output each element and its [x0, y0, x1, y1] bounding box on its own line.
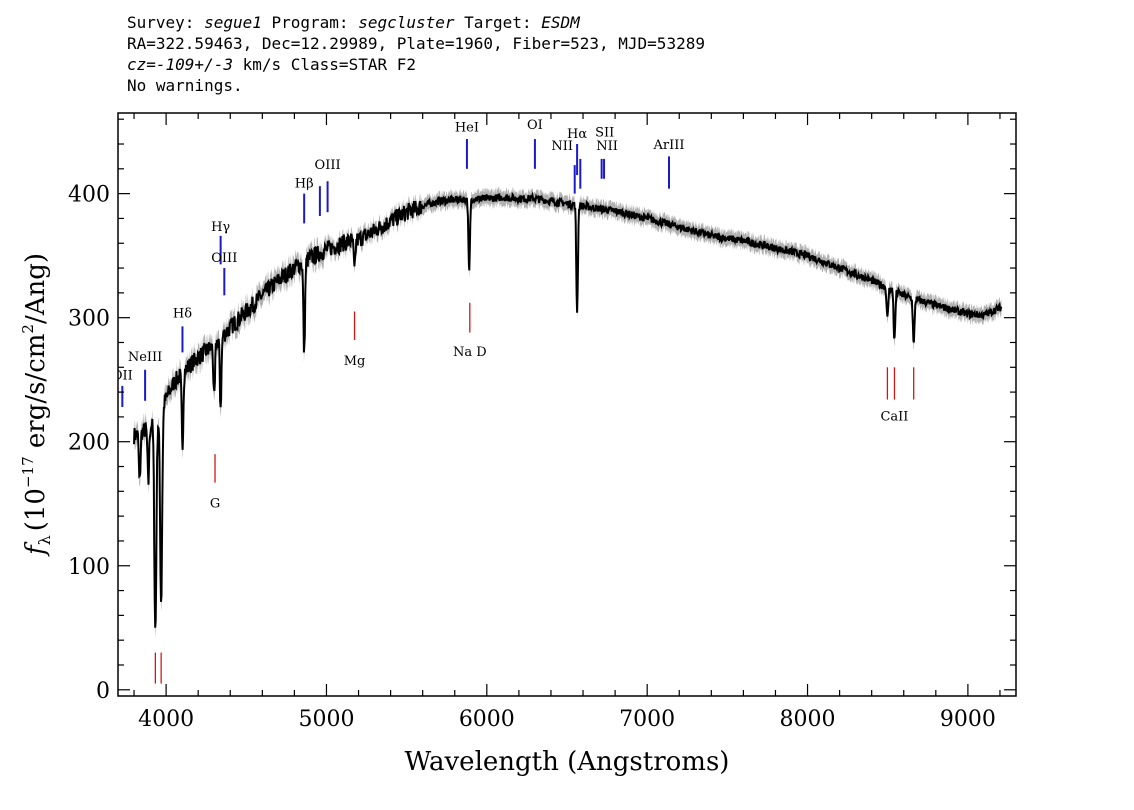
y-tick-label: 300: [68, 307, 110, 332]
emission-label: Hβ: [295, 176, 314, 191]
plot-frame: [117, 112, 1017, 697]
y-axis-unit-2: erg/s/cm: [21, 334, 51, 457]
header-line-2: RA=322.59463, Dec=12.29989, Plate=1960, …: [127, 34, 705, 53]
emission-label: NeIII: [128, 350, 162, 365]
header-line-3: cz=-109+/-3 km/s Class=STAR F2: [127, 54, 705, 75]
emission-label: ArIII: [652, 138, 684, 153]
x-tick-label: 5000: [298, 707, 354, 732]
y-axis-exponent-2: 2: [19, 324, 37, 334]
x-axis-title: Wavelength (Angstroms): [405, 747, 730, 777]
absorption-label: CaII: [880, 410, 908, 425]
x-tick-label: 4000: [138, 707, 194, 732]
emission-label: Hγ: [211, 220, 230, 235]
survey-label: Survey:: [127, 13, 205, 32]
emission-label: NII: [596, 139, 618, 154]
y-tick-label: 200: [68, 431, 110, 456]
emission-label: HeI: [455, 121, 479, 136]
emission-label: OIII: [315, 158, 341, 173]
header-line-4: No warnings.: [127, 76, 243, 95]
emission-label: OII: [112, 369, 133, 384]
absorption-label: G: [210, 497, 220, 512]
y-axis-unit-3: /Ang): [21, 253, 51, 324]
header-line-1: Survey: segue1 Program: segcluster Targe…: [127, 12, 705, 33]
class-value: km/s Class=STAR F2: [232, 55, 416, 74]
y-axis-subscript: λ: [35, 535, 54, 545]
x-tick-label: 6000: [459, 707, 515, 732]
redshift-value: cz=-109+/-3: [127, 55, 233, 74]
y-tick-label: 100: [68, 555, 110, 580]
program-label: Program:: [261, 13, 359, 32]
target-label: Target:: [454, 13, 542, 32]
y-tick-label: 0: [96, 679, 110, 704]
absorption-label: Mg: [344, 354, 366, 369]
target-value: ESDM: [541, 13, 580, 32]
spectrum-line: [133, 191, 1003, 628]
emission-label: Hα: [567, 127, 587, 142]
axes: 4000 5000 6000 7000 8000 9000 0 100 200 300 400: [68, 113, 1016, 732]
emission-label: Hδ: [173, 307, 192, 322]
svg-text:fλ(10−17 erg/s/cm2/Ang): fλ(10−17 erg/s/cm2/Ang): [19, 253, 54, 557]
y-axis-exponent-1: −17: [19, 456, 37, 488]
y-axis-title: fλ(10−17 erg/s/cm2/Ang): [19, 253, 54, 557]
x-tick-label: 7000: [619, 707, 675, 732]
emission-label: NII: [551, 139, 573, 154]
y-tick-label: 400: [68, 183, 110, 208]
plot-header: Survey: segue1 Program: segcluster Targe…: [127, 12, 705, 96]
program-value: segcluster: [358, 13, 455, 32]
error-band: [134, 187, 1002, 638]
x-tick-label: 8000: [780, 707, 836, 732]
absorption-label: Na D: [453, 345, 487, 360]
x-tick-label: 9000: [940, 707, 996, 732]
survey-value: segue1: [204, 13, 262, 32]
y-axis-unit-1: (10: [21, 488, 51, 531]
emission-label: OIII: [211, 251, 237, 266]
emission-label: SII: [595, 126, 614, 141]
emission-label: OI: [527, 118, 543, 133]
